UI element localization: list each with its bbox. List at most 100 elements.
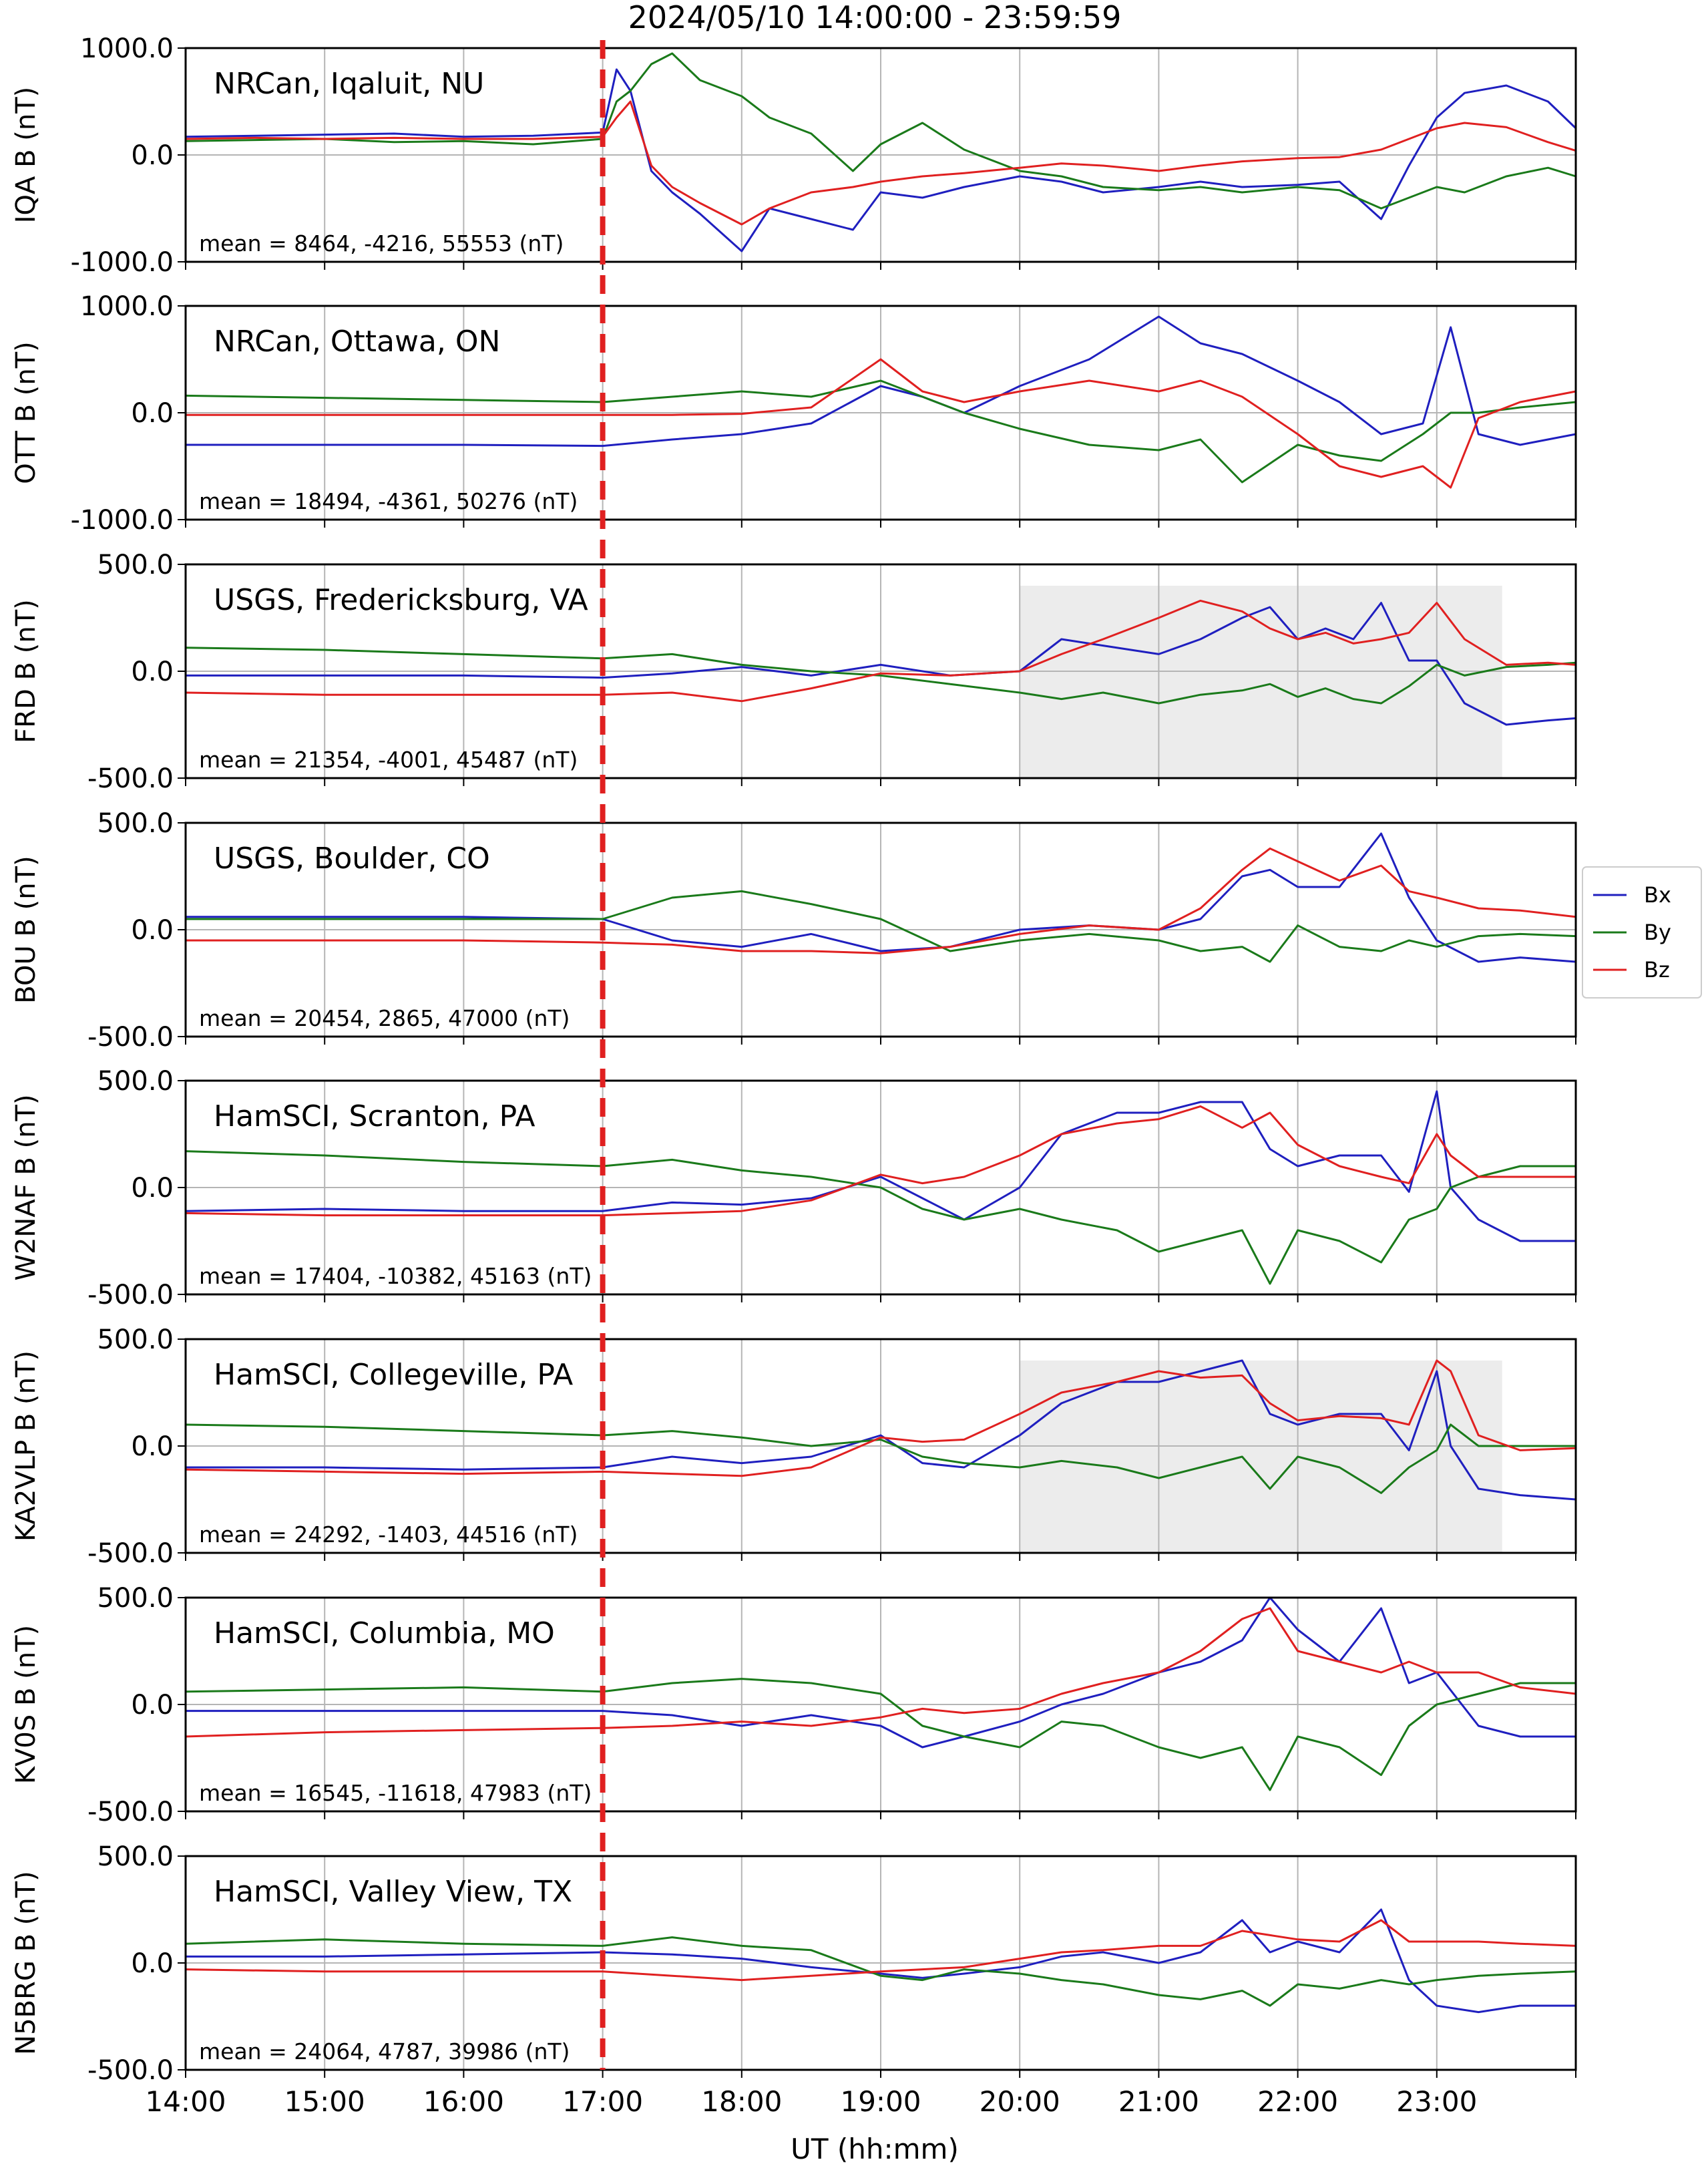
mean-annotation: mean = 24064, 4787, 39986 (nT) — [199, 2038, 570, 2064]
series-line-bz — [185, 1607, 1576, 1738]
series-line-by — [185, 647, 1576, 705]
y-tick-label: 500.0 — [97, 1841, 174, 1872]
station-name: HamSCI, Columbia, MO — [214, 1616, 555, 1650]
panel-5: 500.0 0.0 -500.0 W2NAF B (nT) HamSCI, Scrant… — [11, 1066, 1577, 1310]
y-tick-label: 500.0 — [97, 1066, 174, 1097]
y-tick-label: 500.0 — [97, 550, 174, 580]
station-name: HamSCI, Scranton, PA — [214, 1099, 535, 1133]
series-line-bx — [186, 315, 1576, 447]
mean-annotation: mean = 8464, -4216, 55553 (nT) — [199, 230, 564, 256]
series-line-bz — [186, 847, 1576, 954]
series-line-bz — [185, 100, 1576, 226]
x-tick-label: 23:00 — [1396, 2085, 1477, 2118]
panel-3: 500.0 0.0 -500.0 FRD B (nT) USGS, Fredericks… — [11, 550, 1577, 794]
y-tick-label: -1000.0 — [71, 505, 174, 536]
y-tick-label: -500.0 — [87, 1797, 174, 1827]
y-tick-label: 1000.0 — [80, 33, 174, 64]
x-tick-label: 17:00 — [562, 2085, 643, 2118]
x-tick-label: 20:00 — [980, 2085, 1060, 2118]
series-line-bx — [186, 1359, 1576, 1501]
y-tick-label: 0.0 — [131, 915, 174, 946]
y-axis-label: KA2VLP B (nT) — [11, 1350, 41, 1542]
panel-6: 500.0 0.0 -500.0 KA2VLP B (nT) HamSCI, Colle… — [11, 1324, 1577, 1569]
series-line-bz — [185, 1359, 1576, 1477]
mean-annotation: mean = 24292, -1403, 44516 (nT) — [199, 1521, 578, 1548]
y-axis-label: IQA B (nT) — [11, 87, 41, 224]
panels-group: 1000.0 0.0 -1000.0 IQA B (nT) NRCan, Iqaluit… — [11, 33, 1577, 2086]
y-tick-label: 500.0 — [97, 1583, 174, 1614]
legend-label-bz: Bz — [1644, 957, 1670, 982]
y-tick-label: 0.0 — [131, 657, 174, 687]
x-tick-label: 14:00 — [145, 2085, 226, 2118]
mean-annotation: mean = 18494, -4361, 50276 (nT) — [199, 488, 578, 514]
station-name: NRCan, Iqaluit, NU — [214, 67, 484, 101]
y-tick-label: 500.0 — [97, 808, 174, 839]
x-tick-label: 19:00 — [840, 2085, 921, 2118]
panel-1: 1000.0 0.0 -1000.0 IQA B (nT) NRCan, Iqaluit… — [11, 33, 1577, 278]
y-tick-label: -500.0 — [87, 1538, 174, 1569]
y-axis-label: OTT B (nT) — [11, 341, 41, 484]
y-tick-label: -1000.0 — [71, 247, 174, 278]
x-tick-label: 15:00 — [284, 2085, 365, 2118]
shaded-region — [1020, 1361, 1502, 1553]
y-axis-label: FRD B (nT) — [11, 599, 41, 743]
legend-label-by: By — [1644, 920, 1671, 945]
y-tick-label: 0.0 — [131, 398, 174, 429]
series-line-bz — [186, 358, 1576, 489]
series-line-bx — [186, 1596, 1576, 1749]
legend: Bx By Bz — [1582, 866, 1702, 999]
y-tick-label: 0.0 — [131, 140, 174, 171]
series-line-bz — [185, 599, 1576, 703]
x-tick-label: 16:00 — [423, 2085, 504, 2118]
mean-annotation: mean = 16545, -11618, 47983 (nT) — [199, 1780, 592, 1806]
series-line-bx — [185, 1090, 1576, 1242]
x-tick-label: 18:00 — [701, 2085, 782, 2118]
series-line-by — [185, 1423, 1576, 1494]
y-tick-label: 500.0 — [97, 1324, 174, 1355]
y-tick-label: -500.0 — [87, 1022, 174, 1053]
station-name: USGS, Fredericksburg, VA — [214, 583, 588, 617]
x-tick-labels: 14:00 15:00 16:00 17:00 18:00 19:00 20:00 21:00… — [145, 2085, 1477, 2118]
mean-annotation: mean = 21354, -4001, 45487 (nT) — [199, 747, 578, 773]
series-line-by — [186, 890, 1576, 963]
station-name: NRCan, Ottawa, ON — [214, 325, 500, 359]
y-tick-label: 0.0 — [131, 1690, 174, 1721]
y-tick-label: 0.0 — [131, 1173, 174, 1204]
y-tick-label: 0.0 — [131, 1948, 174, 1979]
series-line-bz — [185, 1919, 1576, 1982]
station-name: USGS, Boulder, CO — [214, 842, 490, 876]
panel-7: 500.0 0.0 -500.0 KV0S B (nT) HamSCI, Columbi… — [11, 1583, 1577, 1827]
panel-4: 500.0 0.0 -500.0 BOU B (nT) USGS, Boulder, C… — [11, 808, 1577, 1053]
mean-annotation: mean = 20454, 2865, 47000 (nT) — [199, 1005, 570, 1031]
y-tick-label: 1000.0 — [80, 291, 174, 322]
x-tick-label: 21:00 — [1118, 2085, 1199, 2118]
y-tick-label: -500.0 — [87, 1280, 174, 1310]
y-axis-label: W2NAF B (nT) — [11, 1094, 41, 1280]
series-line-bx — [186, 602, 1576, 726]
series-line-by — [185, 52, 1576, 210]
station-name: HamSCI, Collegeville, PA — [214, 1358, 573, 1392]
y-tick-label: -500.0 — [87, 2055, 174, 2086]
series-line-bz — [185, 1105, 1576, 1217]
x-axis-label: UT (hh:mm) — [791, 2133, 959, 2165]
station-name: HamSCI, Valley View, TX — [214, 1875, 572, 1909]
series-line-bx — [186, 1908, 1576, 2014]
series-line-by — [185, 379, 1576, 484]
figure-title: 2024/05/10 14:00:00 - 23:59:59 — [628, 0, 1122, 35]
y-axis-label: BOU B (nT) — [11, 856, 41, 1003]
panel-8: 500.0 0.0 -500.0 N5BRG B (nT) HamSCI, Valley… — [11, 1841, 1577, 2086]
shaded-region — [1020, 586, 1502, 778]
mean-annotation: mean = 17404, -10382, 45163 (nT) — [199, 1263, 592, 1289]
series-line-by — [185, 1936, 1576, 2007]
y-axis-label: KV0S B (nT) — [11, 1625, 41, 1784]
panel-2: 1000.0 0.0 -1000.0 OTT B (nT) NRCan, Ottawa,… — [11, 291, 1577, 536]
x-tick-label: 22:00 — [1257, 2085, 1338, 2118]
series-line-by — [185, 1678, 1576, 1791]
series-line-bx — [185, 68, 1577, 252]
y-axis-label: N5BRG B (nT) — [11, 1871, 41, 2054]
legend-label-bx: Bx — [1644, 882, 1671, 908]
legend-box — [1582, 866, 1702, 999]
y-tick-label: -500.0 — [87, 763, 174, 794]
y-tick-label: 0.0 — [131, 1431, 174, 1462]
